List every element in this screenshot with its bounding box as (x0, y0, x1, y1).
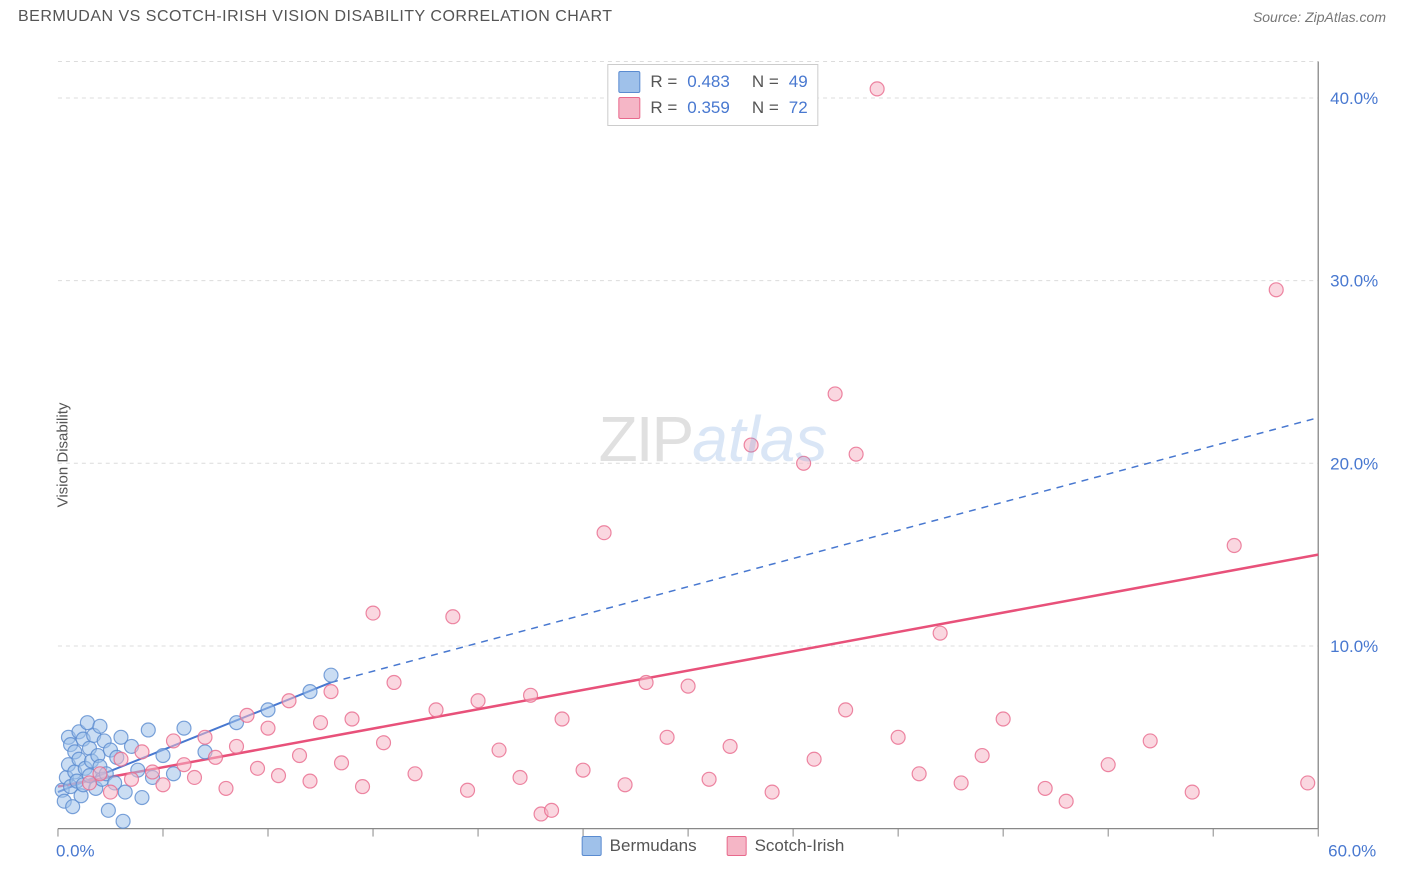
chart-title: BERMUDAN VS SCOTCH-IRISH VISION DISABILI… (18, 8, 613, 26)
legend-r-label: R = (650, 98, 677, 118)
legend-n-label: N = (752, 72, 779, 92)
legend-r-value-bermudans: 0.483 (687, 72, 730, 92)
legend-row-bermudans: R = 0.483 N = 49 (618, 69, 807, 95)
chart-header: BERMUDAN VS SCOTCH-IRISH VISION DISABILI… (0, 0, 1406, 30)
chart-source: Source: ZipAtlas.com (1253, 9, 1386, 25)
legend-label-bermudans: Bermudans (610, 836, 697, 856)
legend-swatch-bermudans (582, 836, 602, 856)
legend-n-value-scotchirish: 72 (789, 98, 808, 118)
legend-swatch-scotchirish (727, 836, 747, 856)
legend-r-label: R = (650, 72, 677, 92)
legend-swatch-bermudans (618, 71, 640, 93)
svg-text:30.0%: 30.0% (1330, 272, 1378, 291)
legend-row-scotchirish: R = 0.359 N = 72 (618, 95, 807, 121)
series-legend: Bermudans Scotch-Irish (582, 836, 845, 856)
scatter-plot: 10.0% 20.0% 30.0% 40.0% 0.0% 60.0% (48, 50, 1378, 860)
correlation-legend: R = 0.483 N = 49 R = 0.359 N = 72 (607, 64, 818, 126)
legend-item-scotchirish: Scotch-Irish (727, 836, 845, 856)
legend-n-value-bermudans: 49 (789, 72, 808, 92)
svg-text:60.0%: 60.0% (1328, 841, 1376, 860)
svg-text:0.0%: 0.0% (56, 841, 95, 860)
svg-text:40.0%: 40.0% (1330, 89, 1378, 108)
svg-text:20.0%: 20.0% (1330, 454, 1378, 473)
chart-area: Vision Disability 10.0%20.0%30.0%40.0%0.… (48, 50, 1378, 860)
legend-n-label: N = (752, 98, 779, 118)
legend-label-scotchirish: Scotch-Irish (755, 836, 845, 856)
legend-item-bermudans: Bermudans (582, 836, 697, 856)
legend-r-value-scotchirish: 0.359 (687, 98, 730, 118)
svg-text:10.0%: 10.0% (1330, 637, 1378, 656)
legend-swatch-scotchirish (618, 97, 640, 119)
